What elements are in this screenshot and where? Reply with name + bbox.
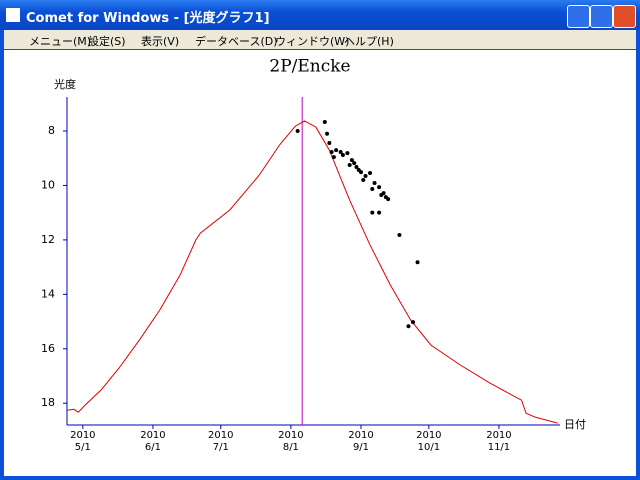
observation-point <box>377 210 382 215</box>
observation-point <box>349 158 354 163</box>
x-tick-label: 2010 7/1 <box>208 430 233 453</box>
observation-point <box>334 148 339 153</box>
observation-point <box>347 163 352 168</box>
x-axis-label: 日付 <box>564 418 586 431</box>
observation-point <box>406 324 411 329</box>
x-tick-label: 2010 5/1 <box>70 430 95 453</box>
observation-point <box>340 152 345 157</box>
x-tick-label: 2010 10/1 <box>416 430 441 453</box>
observation-point <box>368 170 373 175</box>
maximize-button[interactable] <box>590 5 613 28</box>
observation-point <box>327 141 332 146</box>
observation-point <box>322 120 327 125</box>
window-title: Comet for Windows - [光度グラフ1] <box>26 11 270 26</box>
observation-point <box>381 191 386 196</box>
observation-point <box>331 155 336 160</box>
observation-point <box>345 151 350 156</box>
observation-point <box>370 210 375 215</box>
observation-point <box>411 320 416 325</box>
observation-point <box>295 129 300 134</box>
menu-item[interactable]: 設定(S) <box>88 35 126 48</box>
observation-point <box>329 149 334 154</box>
y-tick-label: 18 <box>41 396 55 409</box>
menu-item[interactable]: ウィンドウ(W) <box>275 35 350 48</box>
y-tick-label: 12 <box>41 233 55 246</box>
minimize-button[interactable] <box>567 5 590 28</box>
graph-client: 2P/Encke 光度 日付 8 10 12 14 16 18 2010 5/1 2010 6/1… <box>4 50 636 476</box>
y-tick-label: 10 <box>41 178 55 191</box>
y-axis-label: 光度 <box>54 77 76 91</box>
x-tick-label: 2010 9/1 <box>348 430 373 453</box>
menu-item[interactable]: ヘルプ(H) <box>344 35 394 48</box>
observation-point <box>397 233 402 238</box>
menu-item[interactable]: 表示(V) <box>141 35 180 48</box>
menu-bar: メニュー(M) 設定(S) 表示(V) データベース(D) ウィンドウ(W) ヘ… <box>4 30 636 49</box>
observation-point <box>358 170 363 175</box>
observation-point <box>354 164 359 169</box>
title-bar: Comet for Windows - [光度グラフ1] <box>0 0 640 30</box>
y-tick-label: 14 <box>41 287 55 300</box>
observation-point <box>352 161 357 166</box>
predicted-curve <box>66 120 558 424</box>
observation-point <box>377 185 382 190</box>
chart-title: 2P/Encke <box>269 57 350 77</box>
observation-point <box>363 173 368 178</box>
app-icon <box>6 8 20 22</box>
observation-point <box>361 178 366 183</box>
observation-point <box>386 197 391 202</box>
observation-point <box>338 149 343 154</box>
observation-point <box>370 187 375 192</box>
close-button[interactable] <box>613 5 636 28</box>
x-tick-label: 2010 8/1 <box>278 430 303 453</box>
y-tick-label: 16 <box>41 342 55 355</box>
y-tick-label: 8 <box>48 124 55 137</box>
observation-point <box>415 260 420 265</box>
chart: 2P/Encke 光度 日付 8 10 12 14 16 18 2010 5/1 2010 6/1… <box>41 57 586 454</box>
observation-point <box>372 181 377 186</box>
menu-item[interactable]: メニュー(M) <box>29 35 92 48</box>
x-tick-label: 2010 6/1 <box>140 430 165 453</box>
x-tick-label: 2010 11/1 <box>486 430 511 453</box>
observation-point <box>325 131 330 136</box>
menu-item[interactable]: データベース(D) <box>195 35 278 48</box>
